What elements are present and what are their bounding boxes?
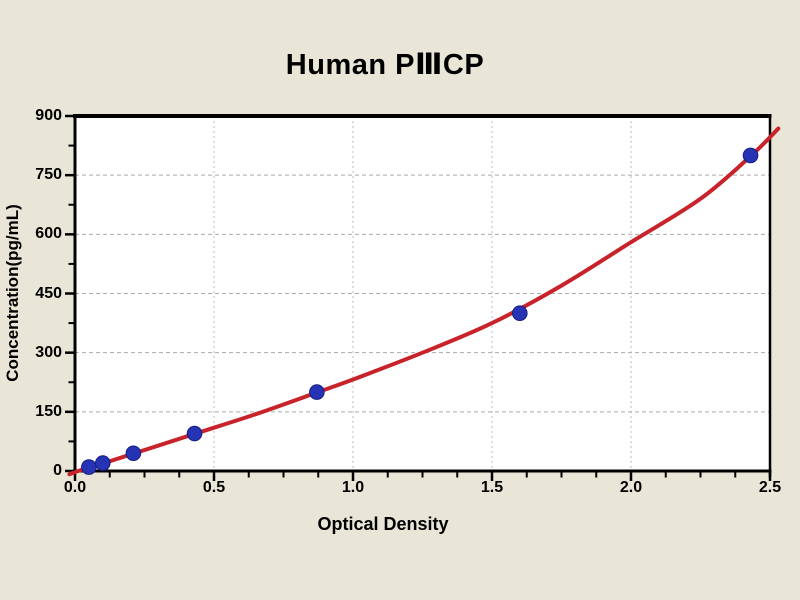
x-tick-label: 0.0 [63, 479, 87, 496]
x-axis-label: Optical Density [317, 514, 449, 534]
fitted-curve [67, 126, 781, 477]
data-point [742, 147, 759, 164]
y-tick-label: 0 [53, 462, 62, 479]
x-tick-label: 2.0 [619, 479, 643, 496]
y-tick-label: 900 [35, 107, 62, 124]
x-tick-label: 0.5 [202, 479, 226, 496]
data-point [512, 305, 528, 322]
x-tick-label: 2.5 [758, 479, 782, 496]
x-tick-label: 1.0 [341, 479, 365, 496]
data-point [186, 425, 203, 442]
data-point [81, 459, 97, 475]
data-point [125, 445, 142, 462]
data-point [95, 455, 111, 471]
data-point [309, 384, 325, 400]
x-tick-label: 1.5 [480, 479, 504, 496]
y-tick-label: 750 [35, 166, 62, 184]
y-tick-label: 450 [35, 284, 62, 302]
chart-title: Human PⅢCP [285, 49, 485, 81]
y-tick-label: 600 [35, 225, 62, 243]
y-tick-label: 150 [35, 402, 62, 420]
y-tick-label: 300 [35, 343, 62, 361]
